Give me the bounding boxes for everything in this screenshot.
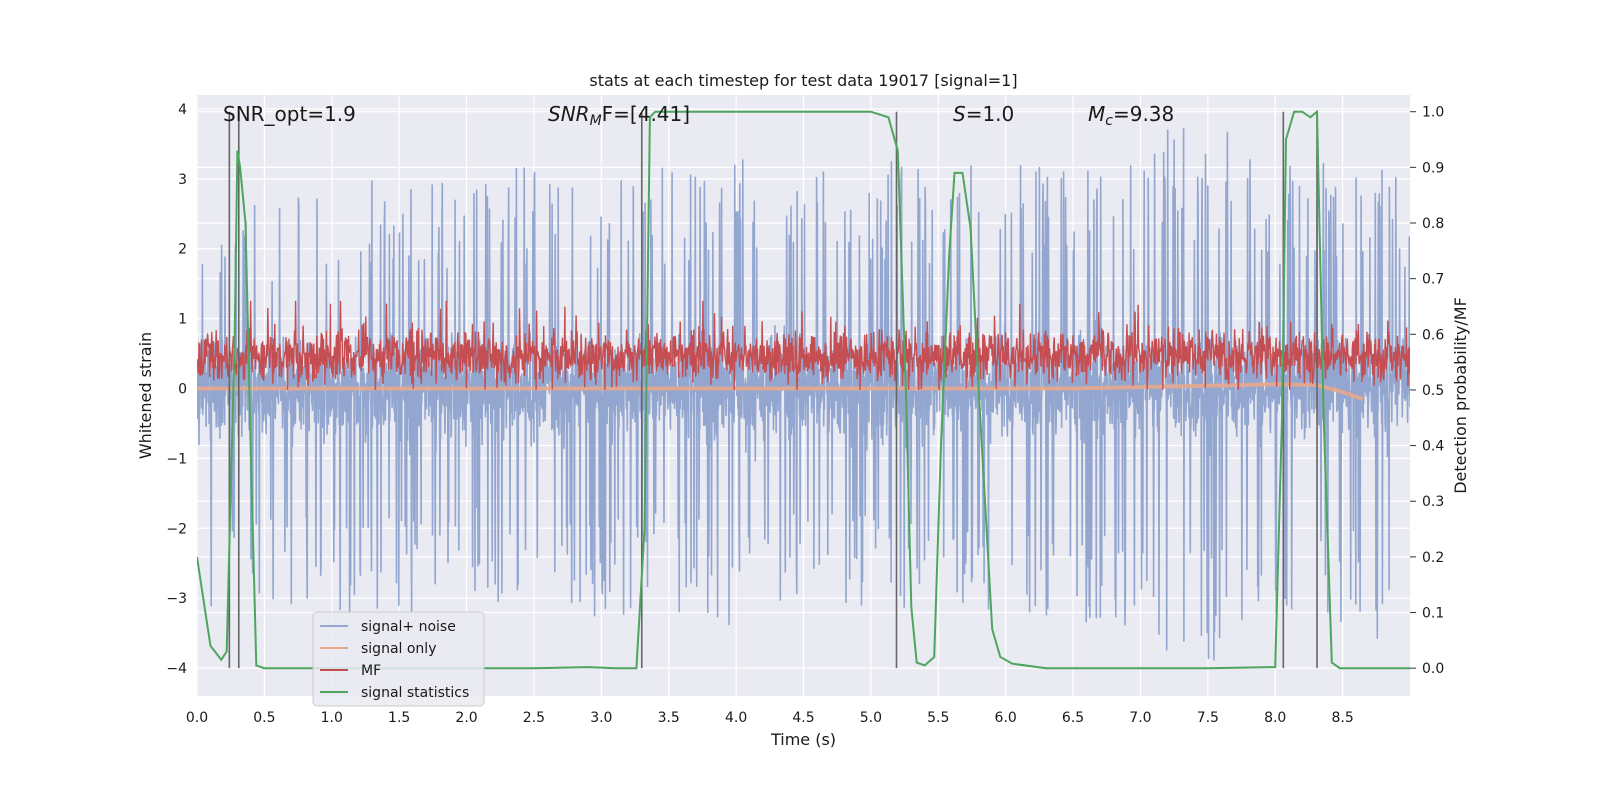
y-tick-label: 3 — [178, 172, 187, 188]
y-right-tick-label: 0.5 — [1422, 383, 1444, 399]
y-right-tick-label: 0.6 — [1422, 327, 1444, 343]
legend-label-mf: MF — [361, 663, 381, 679]
y-axis-label: Whitened strain — [136, 332, 155, 459]
y-right-tick-label: 0.9 — [1422, 160, 1444, 176]
y-tick-label: 1 — [178, 312, 187, 328]
x-tick-label: 2.5 — [523, 710, 545, 726]
y-right-tick-label: 0.8 — [1422, 216, 1444, 232]
y-right-tick-label: 0.4 — [1422, 439, 1444, 455]
y-right-tick-label: 0.0 — [1422, 661, 1444, 677]
x-axis-label: Time (s) — [770, 730, 836, 749]
legend-box — [312, 611, 485, 707]
x-tick-label: 3.0 — [590, 710, 612, 726]
y-tick-label: −2 — [166, 521, 187, 537]
annotation-mc-value: =9.38 — [1113, 102, 1174, 126]
legend-label-signal-noise: signal+ noise — [361, 619, 456, 635]
annotation-mc-symbol: M — [1088, 102, 1105, 126]
series-signal-noise — [197, 128, 1410, 661]
annotation-s-value: =1.0 — [966, 102, 1015, 126]
annotation-snr-mf-symbol: SNR — [548, 102, 590, 126]
legend-label-signal-statistics: signal statistics — [361, 685, 469, 701]
x-tick-label: 0.0 — [186, 710, 208, 726]
y-tick-label: 4 — [178, 102, 187, 118]
series-signal-only — [197, 382, 1364, 401]
annotation-mc: Mc=9.38 — [1088, 102, 1174, 129]
x-tick-label: 5.0 — [860, 710, 882, 726]
legend-label-signal-only: signal only — [361, 641, 436, 657]
x-tick-label: 0.5 — [253, 710, 275, 726]
series-mf — [197, 300, 1410, 390]
y-tick-label: 0 — [178, 382, 187, 398]
y-right-tick-label: 0.2 — [1422, 550, 1444, 566]
x-tick-label: 6.5 — [1062, 710, 1084, 726]
y-tick-label: −4 — [166, 661, 187, 677]
x-tick-label: 1.5 — [388, 710, 410, 726]
y-tick-label: −1 — [166, 451, 187, 467]
y-tick-label: 2 — [178, 242, 187, 258]
y-axis-right-label: Detection probability/MF — [1451, 297, 1470, 494]
x-tick-label: 5.5 — [927, 710, 949, 726]
chart-title: stats at each timestep for test data 190… — [589, 71, 1017, 90]
series-signal-statistics — [197, 109, 1410, 670]
annotation-snr-mf: SNRMF=[4.41] — [548, 102, 690, 129]
x-tick-label: 4.0 — [725, 710, 747, 726]
x-tick-label: 7.5 — [1197, 710, 1219, 726]
annotation-snr-mf-subscript: M — [590, 113, 602, 129]
annotation-snr-mf-value: F=[4.41] — [602, 102, 690, 126]
x-tick-label: 7.0 — [1129, 710, 1151, 726]
annotation-s-symbol: S — [953, 102, 966, 126]
y-right-tick-label: 0.1 — [1422, 606, 1444, 622]
x-tick-label: 4.5 — [792, 710, 814, 726]
annotation-snr-opt: SNR_opt=1.9 — [223, 102, 356, 126]
x-tick-label: 1.0 — [321, 710, 343, 726]
y-right-tick-label: 0.3 — [1422, 494, 1444, 510]
data-layer — [197, 109, 1410, 670]
x-tick-label: 6.0 — [995, 710, 1017, 726]
x-tick-label: 8.5 — [1331, 710, 1353, 726]
y-tick-label: −3 — [166, 591, 187, 607]
x-tick-label: 8.0 — [1264, 710, 1286, 726]
x-tick-label: 2.0 — [455, 710, 477, 726]
annotation-mc-subscript: c — [1105, 113, 1113, 129]
x-tick-label: 3.5 — [658, 710, 680, 726]
y-right-tick-label: 1.0 — [1422, 105, 1444, 121]
legend: signal+ noise signal only MF signal stat… — [312, 611, 485, 707]
annotation-s: S=1.0 — [953, 102, 1014, 126]
ticks: 0.0 0.5 1.0 1.5 2.0 2.5 3.0 3.5 4.0 4.5 5.0 5.5 6.0 6… — [166, 102, 1444, 726]
y-right-tick-label: 0.7 — [1422, 272, 1444, 288]
